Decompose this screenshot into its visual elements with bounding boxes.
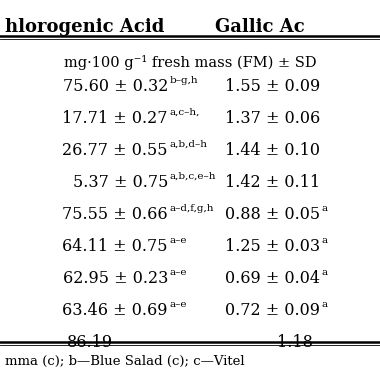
Text: mg·100 g⁻¹ fresh mass (FM) ± SD: mg·100 g⁻¹ fresh mass (FM) ± SD (64, 55, 316, 70)
Text: a: a (322, 236, 328, 245)
Text: 1.37 ± 0.06: 1.37 ± 0.06 (225, 110, 320, 127)
Text: 1.25 ± 0.03: 1.25 ± 0.03 (225, 238, 320, 255)
Text: a,c–h,: a,c–h, (170, 108, 200, 117)
Text: b–g,h: b–g,h (170, 76, 199, 85)
Text: 1.42 ± 0.11: 1.42 ± 0.11 (225, 174, 320, 191)
Text: 0.72 ± 0.09: 0.72 ± 0.09 (225, 302, 320, 319)
Text: 63.46 ± 0.69: 63.46 ± 0.69 (62, 302, 168, 319)
Text: 26.77 ± 0.55: 26.77 ± 0.55 (62, 142, 168, 159)
Text: a: a (322, 204, 328, 213)
Text: hlorogenic Acid: hlorogenic Acid (5, 18, 165, 36)
Text: 17.71 ± 0.27: 17.71 ± 0.27 (62, 110, 168, 127)
Text: a–d,f,g,h: a–d,f,g,h (170, 204, 214, 213)
Text: a–e: a–e (170, 236, 187, 245)
Text: 5.37 ± 0.75: 5.37 ± 0.75 (73, 174, 168, 191)
Text: 86.19: 86.19 (67, 334, 113, 351)
Text: mma (c); b—Blue Salad (c); c—Vitel: mma (c); b—Blue Salad (c); c—Vitel (5, 355, 245, 368)
Text: 75.60 ± 0.32: 75.60 ± 0.32 (63, 78, 168, 95)
Text: 75.55 ± 0.66: 75.55 ± 0.66 (62, 206, 168, 223)
Text: 64.11 ± 0.75: 64.11 ± 0.75 (62, 238, 168, 255)
Text: 0.88 ± 0.05: 0.88 ± 0.05 (225, 206, 320, 223)
Text: a,b,c,e–h: a,b,c,e–h (170, 172, 217, 181)
Text: a,b,d–h: a,b,d–h (170, 140, 208, 149)
Text: a–e: a–e (170, 268, 187, 277)
Text: 1.55 ± 0.09: 1.55 ± 0.09 (225, 78, 320, 95)
Text: 62.95 ± 0.23: 62.95 ± 0.23 (63, 270, 168, 287)
Text: 0.69 ± 0.04: 0.69 ± 0.04 (225, 270, 320, 287)
Text: a: a (322, 300, 328, 309)
Text: a–e: a–e (170, 300, 187, 309)
Text: 1.44 ± 0.10: 1.44 ± 0.10 (225, 142, 320, 159)
Text: a: a (322, 268, 328, 277)
Text: Gallic Ac: Gallic Ac (215, 18, 305, 36)
Text: 1.18: 1.18 (277, 334, 313, 351)
